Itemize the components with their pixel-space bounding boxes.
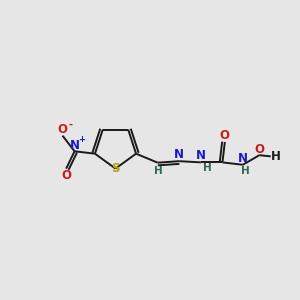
Text: O: O — [254, 143, 264, 156]
Text: H: H — [203, 163, 212, 173]
Text: O: O — [220, 129, 230, 142]
Text: N: N — [70, 139, 80, 152]
Text: H: H — [271, 150, 281, 163]
Text: O: O — [58, 123, 68, 136]
Text: O: O — [61, 169, 71, 182]
Text: S: S — [111, 162, 120, 175]
Text: N: N — [196, 149, 206, 162]
Text: N: N — [238, 152, 248, 165]
Text: N: N — [174, 148, 184, 161]
Text: H: H — [154, 166, 163, 176]
Text: H: H — [242, 166, 250, 176]
Text: +: + — [78, 135, 85, 144]
Text: -: - — [68, 119, 72, 129]
